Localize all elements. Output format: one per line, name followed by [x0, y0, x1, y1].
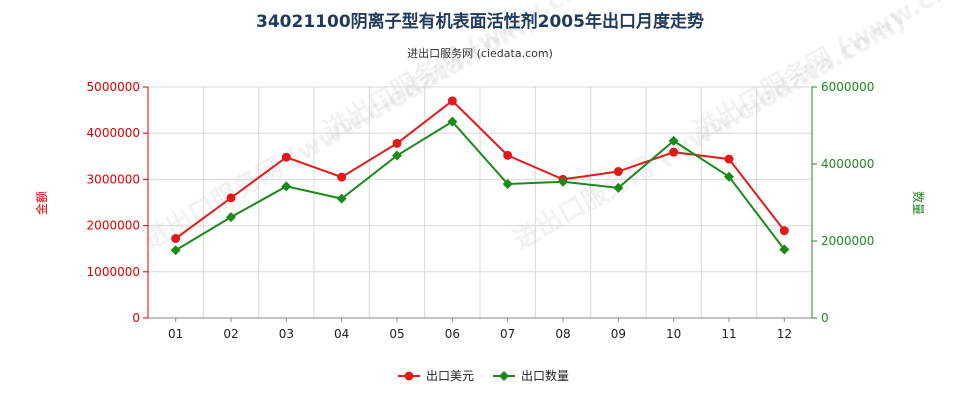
chart-subtitle: 进出口服务网 (ciedata.com) [407, 46, 553, 60]
legend-label-usd: 出口美元 [426, 369, 474, 383]
data-point-usd [780, 226, 789, 235]
left-axis-tick-label: 4000000 [87, 126, 140, 140]
data-point-usd [669, 148, 678, 157]
chart-title: 34021100阴离子型有机表面活性剂2005年出口月度走势 [256, 11, 704, 32]
data-point-usd [448, 96, 457, 105]
watermark: 进出口服务网 (www.ciedata.com)进出口服务网 (www.cied… [139, 0, 960, 256]
data-point-usd [282, 153, 291, 162]
x-axis-tick-label: 01 [168, 327, 183, 341]
data-point-quantity [226, 212, 236, 222]
data-point-quantity [171, 245, 181, 255]
data-point-usd [171, 234, 180, 243]
data-point-usd [725, 155, 734, 164]
right-axis-tick-label: 0 [821, 311, 829, 325]
x-axis-tick-label: 05 [389, 327, 404, 341]
right-axis-label: 数量 [911, 191, 926, 215]
watermark-text: 进出口服务网 (www.ciedata.com) [689, 0, 960, 146]
left-axis-tick-label: 1000000 [87, 265, 140, 279]
x-axis-tick-label: 11 [721, 327, 736, 341]
x-axis-tick-label: 10 [666, 327, 681, 341]
right-axis-tick-label: 6000000 [821, 80, 874, 94]
legend-marker-usd [405, 372, 414, 381]
x-axis-tick-label: 03 [279, 327, 294, 341]
left-axis-tick-label: 5000000 [87, 80, 140, 94]
data-point-usd [393, 139, 402, 148]
right-axis-tick-label: 2000000 [821, 234, 874, 248]
legend-label-quantity: 出口数量 [521, 368, 569, 383]
legend-marker-quantity [499, 371, 509, 381]
data-point-usd [503, 151, 512, 160]
data-point-quantity [281, 181, 291, 191]
data-point-usd [337, 173, 346, 182]
data-point-usd [614, 167, 623, 176]
x-axis-tick-label: 02 [223, 327, 238, 341]
x-axis-tick-label: 04 [334, 327, 349, 341]
x-axis-tick-label: 09 [611, 327, 626, 341]
left-axis-tick-label: 2000000 [87, 219, 140, 233]
legend: 出口美元 出口数量 [398, 368, 569, 383]
left-axis-tick-label: 0 [132, 311, 140, 325]
left-axis-tick-label: 3000000 [87, 172, 140, 186]
x-axis-tick-label: 07 [500, 327, 515, 341]
right-axis-tick-label: 4000000 [821, 157, 874, 171]
x-axis-tick-label: 12 [777, 327, 792, 341]
data-point-usd [227, 193, 236, 202]
left-axis-label: 金额 [34, 191, 49, 215]
x-axis-tick-label: 08 [555, 327, 570, 341]
x-axis-tick-label: 06 [445, 327, 460, 341]
